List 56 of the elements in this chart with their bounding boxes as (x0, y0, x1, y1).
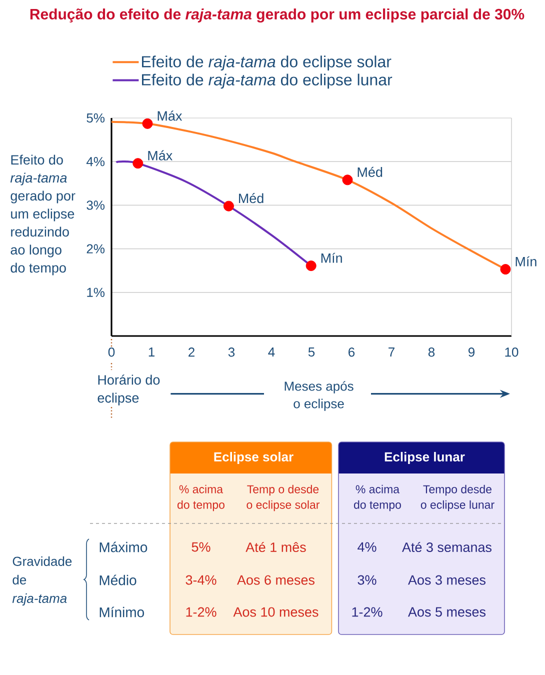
y-tick-label: 3% (86, 200, 105, 210)
x-tick-label: 6 (348, 348, 355, 357)
point (500, 264, 511, 275)
x-tick-label: 5 (308, 348, 315, 357)
x-axis-title: Meses após o eclipse (284, 381, 354, 411)
text: 4% (358, 542, 376, 552)
text: Aos 5 meses (408, 607, 486, 617)
text: Mínimo (100, 606, 144, 618)
text: Até 3 semanas (402, 542, 492, 552)
text: 3% (358, 575, 376, 585)
x-tick-label: 7 (388, 348, 394, 356)
text: Médio (100, 574, 136, 586)
x-tick-label: 4 (268, 348, 275, 356)
text: 1-2% (186, 607, 216, 617)
y-tick-label: 1% (87, 288, 105, 297)
text: Eclipse solar (214, 452, 294, 464)
text: Aos 6 meses (237, 575, 315, 585)
text: 3-4% (186, 575, 216, 585)
text: Máximo (100, 542, 148, 552)
text: Aos 3 meses (408, 575, 486, 585)
point (342, 174, 353, 186)
y-axis-title: Efeito do raja-tama gerado por um eclipse reduzindo ao longo do tempo (10, 154, 76, 276)
x-tick-label: 0 (108, 348, 115, 357)
chart-title: Redução do efeito de raja-tama gerado por um eclipse parcial de 30% (30, 8, 524, 23)
text: Eclipse lunar (384, 452, 465, 464)
annotation: Méd (358, 166, 382, 177)
point (306, 260, 316, 272)
text: Gravidade de raja-tama (12, 556, 72, 606)
annotation: Máx (148, 150, 172, 160)
y-tick-label: 4% (86, 157, 105, 166)
annotation: Máx (158, 110, 182, 121)
x-tick-label: 3 (228, 348, 235, 357)
text: Horário do eclipse (98, 374, 160, 406)
y-tick-label: 5% (86, 113, 105, 123)
point (132, 158, 144, 169)
annotation: Mín (516, 256, 536, 266)
x-tick-label: 2 (188, 348, 194, 357)
text: % acima do tempo (354, 484, 401, 512)
text: 1-2% (352, 607, 382, 617)
x-tick-label: 8 (428, 348, 435, 357)
text: Temp o desde o eclipse solar (246, 484, 320, 512)
text: Tempo desde o eclipse lunar (420, 484, 494, 512)
text: % acima do tempo (178, 484, 224, 512)
x-tick-label: 9 (468, 348, 474, 357)
legend-label: Efeito de raja-tama do eclipse lunar (142, 74, 392, 89)
text: Aos 10 meses (233, 607, 318, 617)
annotation: Mín (321, 252, 342, 263)
legend-label: Efeito de raja-tama do eclipse solar (142, 56, 392, 71)
text: 5% (192, 542, 210, 552)
point (223, 200, 234, 212)
x-tick-label: 10 (505, 348, 518, 357)
x-tick-label: 1 (148, 348, 154, 356)
y-tick-label: 2% (86, 244, 105, 254)
point (142, 118, 153, 129)
text: Até 1 mês (246, 542, 306, 552)
annotation: Méd (239, 193, 264, 204)
